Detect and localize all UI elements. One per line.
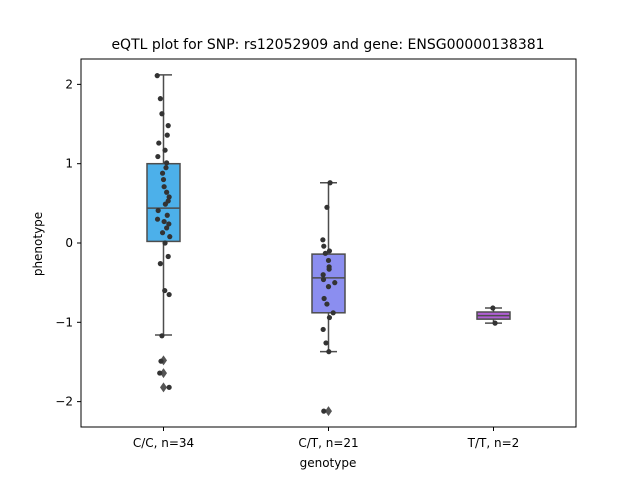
plot-area <box>146 73 511 417</box>
data-point <box>166 221 172 227</box>
data-point <box>320 326 326 333</box>
y-axis: −2 −1 0 1 2 <box>55 77 81 409</box>
data-point <box>492 320 498 326</box>
data-point <box>166 194 172 200</box>
data-point <box>326 314 333 321</box>
y-tick-label: −1 <box>55 315 73 329</box>
data-point <box>326 349 332 355</box>
data-point <box>322 250 328 256</box>
data-point <box>156 140 162 146</box>
data-point <box>325 257 332 264</box>
data-point <box>161 218 167 225</box>
data-point <box>162 287 168 294</box>
data-point <box>155 153 161 160</box>
data-point <box>165 123 171 129</box>
data-point <box>162 240 168 246</box>
box-group <box>476 305 511 326</box>
x-axis: C/C, n=34 C/T, n=21 T/T, n=2 <box>133 427 520 450</box>
outlier-marker <box>325 406 332 417</box>
y-tick-label: 0 <box>65 236 73 250</box>
data-point <box>164 212 170 218</box>
data-point <box>162 147 168 153</box>
data-point <box>165 253 171 260</box>
x-tick-label: C/C, n=34 <box>133 436 194 450</box>
data-point <box>320 272 326 278</box>
data-point <box>166 384 172 390</box>
data-point <box>162 201 168 207</box>
data-point <box>320 276 327 283</box>
data-point <box>324 301 330 307</box>
data-point <box>158 358 164 364</box>
data-point <box>159 111 165 117</box>
data-point <box>155 207 161 214</box>
data-point <box>163 165 169 171</box>
data-point <box>164 189 170 195</box>
data-point <box>154 73 160 79</box>
data-point <box>167 234 173 240</box>
data-point <box>164 225 170 231</box>
data-point <box>321 243 327 249</box>
data-point <box>325 284 332 290</box>
data-point <box>159 333 165 339</box>
data-point <box>320 237 326 243</box>
box-group <box>146 73 181 393</box>
data-point <box>159 170 166 176</box>
x-tick-label: C/T, n=21 <box>298 436 358 450</box>
data-point <box>157 96 163 102</box>
data-point <box>157 261 163 267</box>
y-tick-label: 1 <box>65 157 73 171</box>
box-group <box>311 180 346 417</box>
axes-frame <box>80 58 577 428</box>
data-point <box>326 266 332 272</box>
y-tick-label: −2 <box>55 395 73 409</box>
data-point <box>159 230 166 236</box>
data-point <box>323 340 329 346</box>
data-point <box>164 132 170 138</box>
data-point <box>160 176 167 183</box>
data-point <box>164 160 170 166</box>
y-tick-label: 2 <box>65 77 73 91</box>
data-point <box>321 408 327 414</box>
data-point <box>327 180 333 186</box>
outlier-marker <box>160 368 167 379</box>
y-axis-label: phenotype <box>31 212 45 276</box>
x-axis-label: genotype <box>300 456 357 470</box>
data-point <box>326 248 333 254</box>
data-point <box>321 295 327 302</box>
data-point <box>157 370 163 376</box>
data-point <box>332 280 338 286</box>
x-tick-label: T/T, n=2 <box>467 436 520 450</box>
data-point <box>154 216 161 222</box>
data-point <box>166 291 172 298</box>
outlier-marker <box>160 382 167 393</box>
data-point <box>490 305 496 311</box>
data-point <box>161 184 167 190</box>
data-point <box>330 310 336 316</box>
data-point <box>324 204 330 210</box>
chart-title: eQTL plot for SNP: rs12052909 and gene: … <box>111 37 544 53</box>
